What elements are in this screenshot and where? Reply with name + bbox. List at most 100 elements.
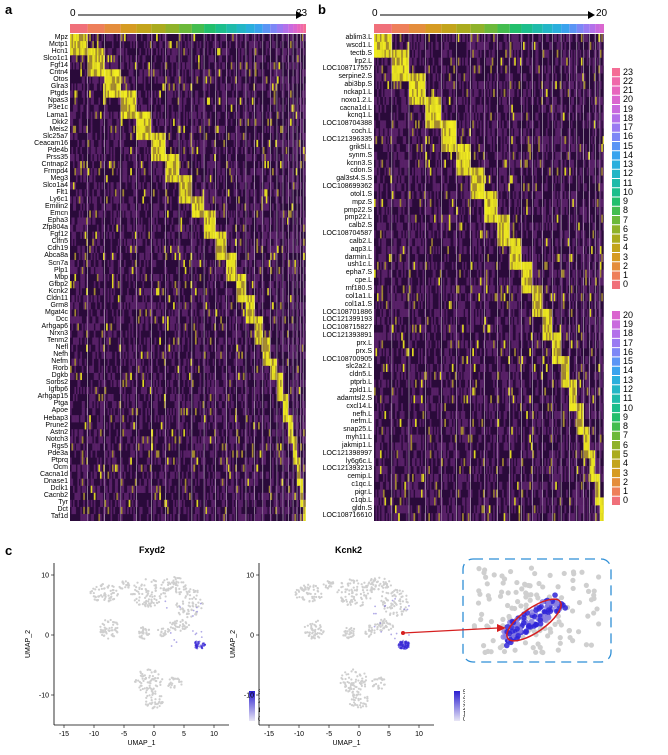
- heatmap-cell: [288, 161, 291, 169]
- heatmap-cell: [199, 379, 202, 388]
- heatmap-cell: [220, 203, 222, 211]
- heatmap-cell: [120, 273, 123, 282]
- heatmap-cell: [218, 125, 221, 134]
- heatmap-cell: [186, 48, 188, 56]
- heatmap-cell: [261, 210, 264, 218]
- heatmap-cell: [131, 97, 134, 105]
- heatmap-cell: [181, 245, 184, 253]
- heatmap-cell: [78, 161, 81, 169]
- heatmap-cell: [163, 217, 166, 225]
- heatmap-cell: [171, 48, 174, 56]
- heatmap-cell: [107, 506, 110, 515]
- heatmap-cell: [238, 69, 240, 77]
- heatmap-cell: [285, 146, 288, 155]
- heatmap-cell: [283, 48, 285, 56]
- heatmap-cell: [71, 146, 74, 155]
- heatmap-cell: [285, 344, 288, 352]
- heatmap-cell: [93, 429, 96, 437]
- heatmap-cell: [140, 34, 143, 42]
- heatmap-cell: [167, 323, 169, 331]
- heatmap-cell: [259, 182, 262, 190]
- heatmap-cell: [103, 429, 105, 437]
- heatmap-cell: [74, 182, 77, 190]
- heatmap-cell: [209, 111, 212, 119]
- heatmap-cell: [108, 422, 111, 430]
- heatmap-cell: [84, 302, 87, 310]
- heatmap-cell: [111, 309, 114, 317]
- heatmap-cell: [106, 351, 108, 359]
- heatmap-cell: [256, 464, 259, 472]
- heatmap-cell: [72, 499, 75, 508]
- heatmap-cell: [120, 492, 123, 501]
- heatmap-cell: [204, 189, 206, 197]
- heatmap-cell: [208, 478, 211, 486]
- heatmap-cell: [123, 259, 126, 268]
- heatmap-cell: [181, 62, 184, 70]
- heatmap-cell: [238, 506, 240, 515]
- heatmap-cell: [196, 344, 199, 352]
- heatmap-cell: [101, 351, 104, 359]
- heatmap-cell: [204, 69, 206, 77]
- heatmap-cell: [248, 478, 251, 486]
- heatmap-cell: [130, 62, 132, 70]
- heatmap-cell: [254, 323, 257, 331]
- heatmap-cell: [77, 330, 80, 338]
- heatmap-cell: [253, 168, 255, 176]
- heatmap-cell: [244, 478, 247, 486]
- heatmap-cell: [256, 139, 259, 148]
- heatmap-cell: [107, 457, 110, 465]
- heatmap-cell: [92, 266, 94, 275]
- cluster-color-segment: [270, 24, 277, 33]
- heatmap-cell: [226, 309, 229, 317]
- heatmap-cell: [245, 422, 248, 430]
- heatmap-cell: [148, 69, 151, 77]
- heatmap-cell: [232, 422, 234, 430]
- heatmap-cell: [245, 323, 248, 331]
- heatmap-cell: [157, 485, 160, 493]
- heatmap-cell: [123, 401, 126, 409]
- heatmap-cell: [163, 344, 166, 352]
- heatmap-cell: [281, 245, 284, 253]
- heatmap-cell: [174, 281, 177, 289]
- heatmap-cell: [273, 69, 276, 77]
- heatmap-cell: [212, 309, 215, 317]
- heatmap-cell: [106, 83, 108, 91]
- heatmap-cell: [89, 217, 91, 225]
- heatmap-cell: [111, 252, 114, 261]
- heatmap-cell: [264, 499, 266, 508]
- heatmap-cell: [227, 365, 230, 373]
- cluster-color-segment: [204, 24, 216, 33]
- heatmap-cell: [187, 478, 190, 486]
- heatmap-cell: [211, 288, 213, 296]
- heatmap-cell: [139, 111, 142, 119]
- heatmap-cell: [154, 224, 157, 232]
- heatmap-cell: [111, 125, 114, 134]
- heatmap-cell: [171, 175, 174, 183]
- heatmap-cell: [96, 189, 99, 197]
- heatmap-cell: [223, 323, 226, 331]
- heatmap-cell: [257, 408, 260, 416]
- heatmap-cell: [125, 48, 128, 56]
- heatmap-cell: [287, 55, 289, 63]
- heatmap-cell: [189, 111, 191, 119]
- heatmap-cell: [165, 415, 168, 423]
- heatmap-cell: [107, 499, 110, 508]
- heatmap-cell: [98, 97, 101, 105]
- heatmap-cell: [275, 415, 278, 423]
- heatmap-cell: [137, 302, 140, 310]
- heatmap-cell: [229, 273, 231, 282]
- heatmap-cell: [159, 499, 161, 508]
- heatmap-cell: [71, 295, 74, 303]
- heatmap-cell: [199, 196, 202, 204]
- heatmap-cell: [262, 281, 265, 289]
- heatmap-cell: [83, 175, 85, 183]
- heatmap-cell: [229, 168, 231, 176]
- heatmap-cell: [227, 97, 230, 105]
- heatmap-cell: [95, 372, 98, 381]
- heatmap-cell: [157, 450, 160, 458]
- heatmap-cell: [248, 48, 251, 56]
- heatmap-cell: [139, 252, 142, 261]
- heatmap-cell: [278, 266, 281, 275]
- heatmap-cell: [227, 485, 230, 493]
- heatmap-cell: [93, 175, 96, 183]
